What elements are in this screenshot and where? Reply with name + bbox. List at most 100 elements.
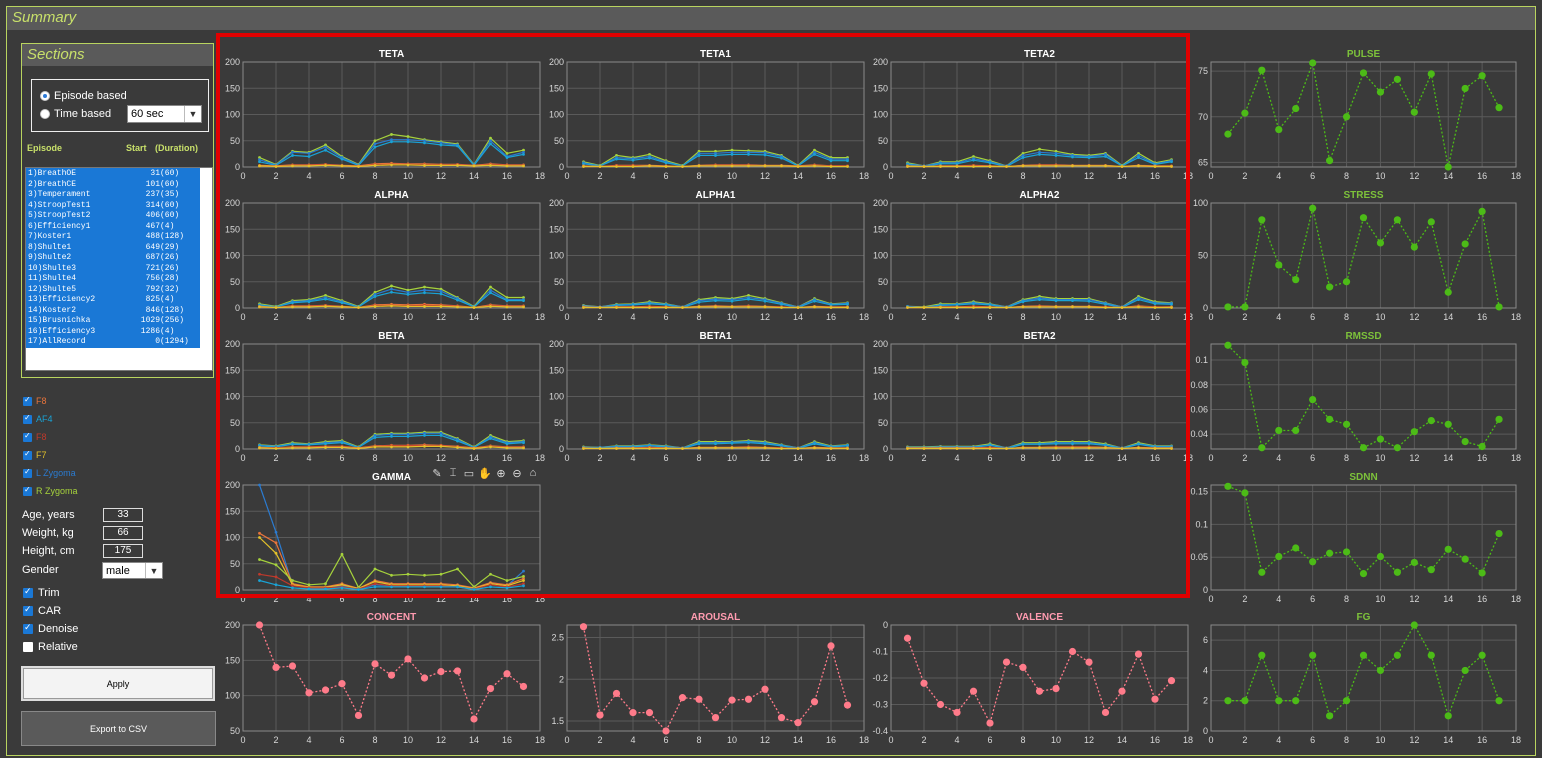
y-tick-label: 75: [1198, 66, 1208, 76]
channel-checkbox[interactable]: L Zygoma: [23, 467, 76, 478]
data-point: [1461, 555, 1469, 563]
series-line: [1227, 208, 1500, 308]
data-point: [763, 446, 767, 450]
age-field[interactable]: 33: [103, 508, 143, 522]
save-icon[interactable]: ▭: [463, 468, 475, 480]
apply-button[interactable]: Apply: [21, 666, 215, 701]
data-point: [1309, 558, 1317, 566]
data-point: [1104, 443, 1107, 447]
plot-area[interactable]: [567, 625, 864, 731]
zoom-out-icon[interactable]: ⊖: [512, 468, 522, 480]
x-tick-label: 6: [339, 453, 344, 463]
option-trim-checkbox[interactable]: Trim: [23, 586, 60, 599]
data-point: [423, 585, 426, 589]
data-point: [354, 711, 363, 720]
y-tick-label: 0: [235, 585, 240, 595]
brush-icon[interactable]: ✎: [432, 468, 442, 480]
data-point: [1461, 84, 1469, 93]
data-point: [390, 432, 393, 436]
zoom-in-icon[interactable]: ⊕: [496, 468, 506, 480]
data-point: [456, 144, 459, 148]
y-tick-label: 2: [559, 674, 564, 684]
checkbox-checked-icon: [23, 485, 32, 496]
channel-checkbox[interactable]: F7: [23, 449, 47, 460]
x-tick-label: 12: [760, 312, 770, 322]
data-point: [1410, 243, 1418, 251]
episode-duration: (4): [160, 295, 175, 304]
data-point: [777, 714, 786, 722]
data-point: [1359, 214, 1368, 222]
x-tick-label: 0: [1208, 171, 1213, 181]
data-point: [1258, 444, 1266, 452]
data-point: [813, 164, 816, 168]
x-tick-label: 12: [436, 171, 446, 181]
channel-checkbox[interactable]: F8: [23, 395, 47, 406]
data-point: [1038, 147, 1041, 151]
data-point: [522, 574, 525, 578]
episode-name: 10)Shulte3: [28, 263, 77, 273]
data-point: [1309, 204, 1317, 212]
plot-area[interactable]: [1211, 625, 1516, 731]
episode-list[interactable]: 1)BreathOE 31 (60) 2)BreathCE 101 (60) 3)Tempe…: [25, 167, 213, 371]
data-point: [1241, 303, 1249, 311]
channel-checkbox[interactable]: R Zygoma: [23, 485, 78, 496]
option-denoise-checkbox[interactable]: Denoise: [23, 622, 79, 635]
option-car-checkbox[interactable]: CAR: [23, 604, 61, 617]
data-point: [373, 436, 377, 439]
x-tick-label: 8: [1344, 735, 1349, 745]
pan-icon[interactable]: ✋: [478, 468, 492, 480]
data-point: [489, 288, 492, 292]
height-field[interactable]: 175: [103, 544, 143, 558]
data-point: [307, 155, 311, 158]
option-relative-checkbox[interactable]: Relative: [23, 641, 78, 653]
episode-name: 2)BreathCE: [28, 179, 77, 189]
x-tick-label: 6: [663, 312, 668, 322]
weight-field[interactable]: 66: [103, 526, 143, 540]
channel-label: F8: [36, 432, 47, 442]
data-point: [274, 583, 278, 587]
data-point: [522, 153, 525, 156]
plot-area[interactable]: [1211, 62, 1516, 167]
data-point: [439, 164, 443, 167]
data-point: [340, 305, 344, 309]
data-point: [730, 153, 734, 156]
data-point: [522, 569, 525, 573]
data-point: [615, 447, 618, 450]
data-point: [714, 151, 717, 155]
time-based-radio[interactable]: Time based: [40, 108, 111, 120]
channel-checkbox[interactable]: F8: [23, 431, 47, 442]
option-label: Denoise: [38, 623, 79, 635]
data-point: [780, 156, 783, 160]
data-point: [258, 160, 261, 164]
data-tip-icon[interactable]: ⌶: [449, 467, 457, 479]
data-point: [340, 157, 344, 161]
data-point: [1241, 697, 1249, 705]
chevron-down-icon[interactable]: ▼: [145, 563, 162, 578]
data-point: [340, 586, 344, 590]
x-tick-label: 18: [1511, 312, 1521, 322]
x-tick-label: 18: [535, 594, 545, 604]
data-point: [505, 579, 509, 582]
channel-checkbox[interactable]: AF4: [23, 413, 53, 424]
export-csv-button[interactable]: Export to CSV: [21, 711, 216, 746]
data-point: [1444, 545, 1452, 553]
data-point: [423, 444, 426, 448]
data-point: [1071, 155, 1074, 159]
x-tick-label: 2: [273, 735, 278, 745]
data-point: [648, 164, 651, 168]
home-icon[interactable]: ⌂: [529, 467, 537, 479]
chevron-down-icon[interactable]: ▼: [184, 106, 201, 122]
chart-arousal: 0 2 4 6 8 10 12 14 16 18 1.5 2 2.5 AROUSAL: [551, 612, 869, 745]
data-point: [1021, 164, 1025, 168]
data-point: [903, 634, 912, 642]
data-point: [972, 155, 975, 158]
episode-based-radio[interactable]: Episode based: [40, 90, 127, 102]
y-tick-label: 200: [225, 339, 240, 349]
data-point: [1170, 165, 1173, 168]
gender-select[interactable]: male ▼: [102, 562, 163, 579]
episode-name: 16)Efficiency3: [28, 326, 96, 336]
y-tick-label: 0.05: [1190, 552, 1208, 562]
interval-select[interactable]: 60 sec ▼: [127, 105, 202, 123]
plot-area[interactable]: [1211, 344, 1516, 449]
